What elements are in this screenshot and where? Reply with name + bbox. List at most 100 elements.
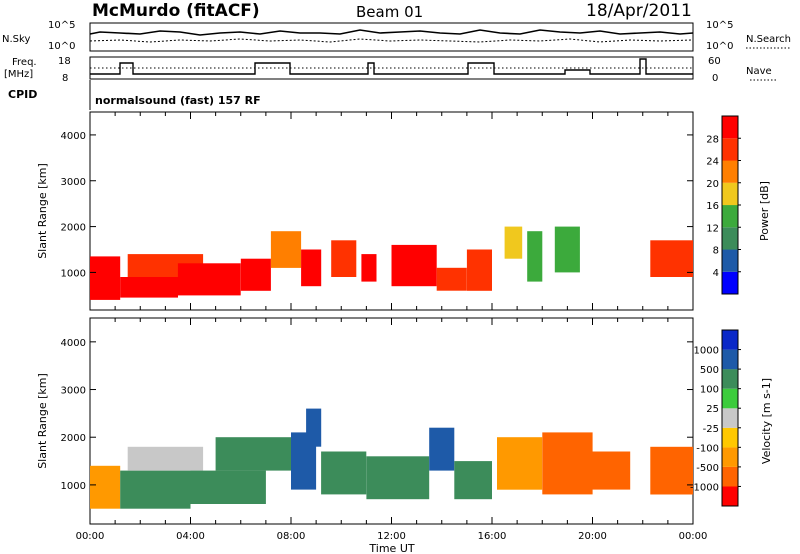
- freq-trace: [90, 58, 693, 75]
- velocity-cell-3: [190, 470, 266, 504]
- colorbar-swatch: [722, 160, 738, 183]
- colorbar-tick-label: 500: [700, 365, 719, 376]
- station-title: McMurdo (fitACF): [92, 1, 260, 21]
- power-cell-13: [527, 231, 543, 282]
- velocity-cell-7: [321, 451, 367, 495]
- velocity-colorbar: 1000 500 100 25 -25 -100 -500 -1000: [690, 329, 741, 507]
- nsearch-trace: [89, 38, 694, 43]
- colorbar-swatch: [722, 369, 738, 389]
- power-cell-15: [650, 240, 693, 277]
- power-yticks: 1000 2000 3000 4000: [61, 131, 693, 279]
- colorbar-swatch: [722, 408, 738, 428]
- nave-label: Nave: [746, 66, 772, 77]
- colorbar-tick-label: -500: [696, 463, 719, 474]
- velocity-cell-6: [306, 408, 322, 447]
- nsearch-label: N.Search: [746, 34, 791, 45]
- xtick-label: 20:00: [578, 531, 607, 542]
- velocity-cell-13: [592, 451, 631, 490]
- ytick-label: 4000: [61, 131, 86, 142]
- colorbar-tick-label: -1000: [690, 482, 719, 493]
- power-xticks: [89, 112, 694, 310]
- date-title: 18/Apr/2011: [586, 1, 692, 21]
- ytick-label: 4000: [61, 338, 86, 349]
- cpid-label: CPID: [8, 88, 37, 101]
- power-cell-8: [361, 254, 377, 282]
- colorbar-tick-label: 4: [713, 268, 719, 279]
- colorbar-tick-label: 20: [706, 179, 719, 190]
- beam-title: Beam 01: [356, 3, 423, 21]
- nsky-tick-low: 10^0: [48, 41, 75, 52]
- colorbar-swatch: [722, 205, 738, 228]
- nsearch-tick-low: 10^0: [706, 41, 733, 52]
- colorbar-swatch: [722, 271, 738, 295]
- colorbar-swatch: [722, 227, 738, 250]
- velocity-cell-14: [650, 446, 693, 495]
- velocity-cell-11: [497, 437, 543, 490]
- power-cell-0: [90, 256, 121, 300]
- cpid-text: normalsound (fast) 157 RF: [95, 94, 261, 107]
- velocity-cell-0: [90, 465, 121, 509]
- power-colorbar-label: Power [dB]: [758, 181, 771, 241]
- velocity-cell-12: [542, 432, 593, 495]
- power-cell-5: [270, 231, 302, 268]
- colorbar-tick-label: -100: [696, 443, 719, 454]
- velocity-cell-4: [215, 437, 291, 471]
- velocity-xlabel: Time UT: [368, 542, 414, 554]
- nsky-trace: [89, 29, 694, 36]
- power-marks: [90, 226, 693, 300]
- xtick-label: 08:00: [277, 531, 306, 542]
- noise-panel-frame: [89, 22, 694, 52]
- colorbar-swatch: [722, 486, 738, 506]
- freq-tick-high: 18: [58, 56, 71, 67]
- power-cell-7: [331, 240, 357, 277]
- velocity-cell-2: [127, 446, 204, 471]
- xtick-label: 00:00: [76, 531, 105, 542]
- colorbar-swatch: [722, 388, 738, 409]
- nsky-tick-high: 10^5: [48, 20, 75, 31]
- freq-unit: [MHz]: [4, 69, 33, 80]
- colorbar-frame: [721, 329, 739, 507]
- power-cell-14: [554, 226, 580, 273]
- power-cell-12: [504, 226, 523, 259]
- velocity-cell-9: [429, 427, 455, 471]
- power-colorbar: 4 8 12 16 20 24 28: [706, 115, 741, 295]
- nsearch-tick-high: 10^5: [706, 20, 733, 31]
- nsky-label: N.Sky: [2, 34, 30, 45]
- power-cell-3: [177, 263, 241, 296]
- colorbar-swatch: [722, 330, 738, 350]
- colorbar-swatch: [722, 447, 738, 467]
- ytick-label: 2000: [61, 433, 86, 444]
- colorbar-tick-label: 16: [706, 201, 719, 212]
- colorbar-swatch: [722, 182, 738, 206]
- ytick-label: 1000: [61, 481, 86, 492]
- power-cell-10: [436, 267, 467, 291]
- ytick-label: 1000: [61, 268, 86, 279]
- nave-tick-high: 60: [708, 56, 721, 67]
- velocity-xticks: 00:00 04:00 08:00 12:00 16:00 20:00 00:00: [76, 318, 708, 542]
- xtick-label: 00:00: [679, 531, 708, 542]
- colorbar-swatch: [722, 349, 738, 370]
- power-cell-4: [240, 258, 271, 291]
- power-cell-9: [391, 244, 437, 287]
- power-cell-6: [301, 249, 322, 287]
- freq-tick-low: 8: [62, 73, 68, 84]
- colorbar-swatch: [722, 466, 738, 487]
- freq-label: Freq.: [12, 57, 37, 68]
- colorbar-tick-label: 1000: [694, 346, 719, 357]
- velocity-ylabel: Slant Range [km]: [36, 373, 49, 469]
- velocity-panel: 1000 2000 3000 4000 00:00 04:00 08:00 12:00 16:…: [36, 317, 708, 554]
- ytick-label: 2000: [61, 223, 86, 234]
- velocity-cell-8: [366, 456, 430, 500]
- xtick-label: 16:00: [478, 531, 507, 542]
- velocity-colorbar-label: Velocity [m s-1]: [760, 378, 773, 464]
- power-cell-1: [120, 277, 178, 298]
- ytick-label: 3000: [61, 177, 86, 188]
- colorbar-tick-label: 28: [706, 134, 719, 145]
- nave-tick-low: 0: [712, 73, 718, 84]
- xtick-label: 12:00: [377, 531, 406, 542]
- ytick-label: 3000: [61, 386, 86, 397]
- colorbar-tick-label: 12: [706, 223, 719, 234]
- colorbar-swatch: [722, 116, 738, 139]
- colorbar-swatch: [722, 138, 738, 161]
